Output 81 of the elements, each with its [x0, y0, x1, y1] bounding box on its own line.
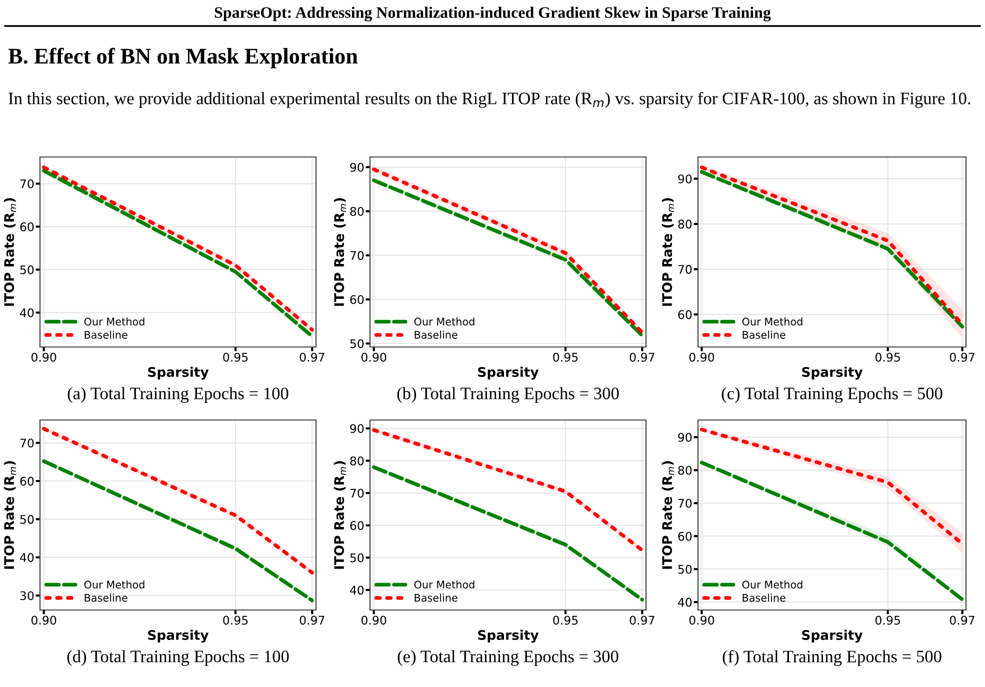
- legend-label: Baseline: [84, 594, 128, 602]
- y-tick-label: 70: [350, 251, 364, 260]
- x-axis-title: Sparsity: [802, 630, 863, 643]
- y-tick-label: 70: [350, 488, 364, 498]
- y-tick-label: 90: [350, 424, 364, 434]
- y-tick-label: 80: [678, 220, 692, 229]
- x-tick-label: 0.95: [553, 616, 578, 625]
- x-tick-label: 0.95: [223, 352, 248, 362]
- y-tick-label: 50: [20, 265, 34, 274]
- y-tick-label: 40: [678, 598, 692, 607]
- x-tick-label: 0.97: [300, 616, 324, 625]
- x-tick-label: 0.90: [361, 616, 386, 625]
- y-axis-title: ITOP Rate (R$_{m}$): [334, 461, 346, 569]
- legend-label: Baseline: [742, 330, 786, 339]
- legend-label: Baseline: [414, 594, 458, 602]
- y-tick-label: 60: [350, 295, 364, 304]
- x-tick-label: 0.97: [300, 352, 324, 362]
- text: (e) Total Training Epochs = 300: [398, 650, 618, 666]
- legend-label: Our Method: [742, 580, 802, 589]
- y-tick-label: 60: [678, 532, 692, 541]
- y-tick-label: 50: [20, 514, 34, 524]
- y-tick-label: 60: [20, 476, 34, 486]
- x-tick-label: 0.95: [553, 352, 578, 362]
- legend-label: Our Method: [742, 317, 802, 326]
- y-tick-label: 90: [678, 174, 692, 184]
- x-axis-title: Sparsity: [478, 366, 539, 380]
- y-tick-label: 50: [678, 564, 692, 574]
- text: (b) Total Training Epochs = 300: [397, 387, 619, 403]
- text: (a) Total Training Epochs = 100: [68, 387, 288, 403]
- y-tick-label: 70: [20, 438, 34, 448]
- x-tick-label: 0.97: [630, 616, 654, 625]
- legend-label: Baseline: [742, 594, 786, 602]
- y-tick-label: 30: [20, 591, 34, 600]
- legend-label: Our Method: [84, 580, 144, 589]
- legend-label: Baseline: [84, 330, 128, 339]
- text: B. Effect of BN on Mask Exploration: [8, 48, 358, 68]
- y-tick-label: 50: [350, 553, 364, 562]
- legend-label: Our Method: [414, 580, 474, 589]
- legend-label: Our Method: [84, 317, 144, 326]
- y-tick-label: 80: [350, 206, 364, 216]
- x-axis-title: Sparsity: [478, 630, 539, 643]
- x-tick-label: 0.95: [875, 616, 900, 625]
- x-tick-label: 0.95: [875, 352, 900, 362]
- x-tick-label: 0.90: [689, 352, 714, 362]
- x-tick-label: 0.90: [31, 616, 56, 625]
- y-tick-label: 40: [350, 586, 364, 595]
- y-tick-label: 40: [20, 553, 34, 562]
- y-axis-title: ITOP Rate (R$_{m}$): [4, 198, 16, 306]
- x-tick-label: 0.97: [630, 352, 654, 362]
- y-axis-title: ITOP Rate (R$_{m}$): [662, 198, 674, 306]
- y-tick-label: 70: [20, 179, 34, 188]
- text: (c) Total Training Epochs = 500: [722, 387, 942, 403]
- y-tick-label: 40: [20, 308, 34, 318]
- x-tick-label: 0.97: [950, 352, 974, 362]
- x-axis-title: Sparsity: [148, 366, 209, 380]
- y-tick-label: 60: [20, 222, 34, 232]
- y-tick-label: 80: [678, 466, 692, 475]
- y-axis-title: ITOP Rate (R$_{m}$): [334, 198, 346, 306]
- x-tick-label: 0.90: [689, 616, 714, 625]
- x-tick-label: 0.95: [223, 616, 248, 625]
- y-tick-label: 70: [678, 264, 692, 274]
- x-tick-label: 0.90: [361, 352, 386, 362]
- text: (f) Total Training Epochs = 500: [722, 650, 942, 666]
- legend-label: Our Method: [414, 317, 474, 326]
- x-axis-title: Sparsity: [148, 630, 209, 643]
- x-tick-label: 0.90: [31, 352, 56, 362]
- x-axis-title: Sparsity: [802, 366, 863, 380]
- y-axis-title: ITOP Rate (R$_{m}$): [662, 461, 674, 569]
- y-tick-label: 50: [350, 339, 364, 348]
- text: (d) Total Training Epochs = 100: [67, 650, 289, 666]
- text: In this section, we provide additional experimental results on the RigL ITOP rate (R$_{m}$) vs. sparsity for CIFAR-100, as shown in Figure 10.: [8, 92, 970, 108]
- y-tick-label: 90: [350, 162, 364, 172]
- y-tick-label: 60: [350, 521, 364, 530]
- y-tick-label: 70: [678, 498, 692, 508]
- legend-label: Baseline: [414, 330, 458, 339]
- y-tick-label: 90: [678, 432, 692, 442]
- y-tick-label: 60: [678, 310, 692, 320]
- y-tick-label: 80: [350, 456, 364, 466]
- text: SparseOpt: Addressing Normalization-induced Gradient Skew in Sparse Training: [214, 6, 771, 22]
- x-tick-label: 0.97: [950, 616, 974, 625]
- y-axis-title: ITOP Rate (R$_{m}$): [4, 461, 16, 569]
